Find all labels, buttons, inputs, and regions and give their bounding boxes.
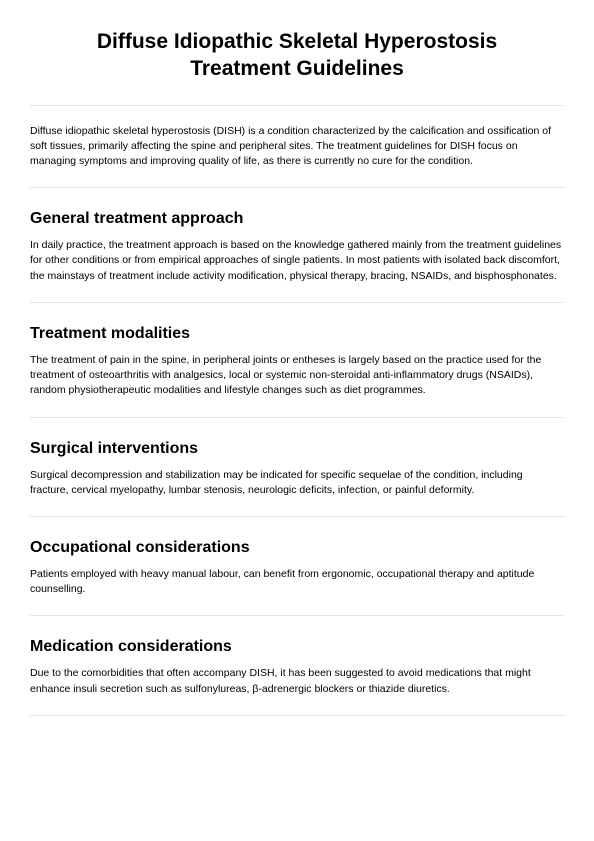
section-heading: Surgical interventions xyxy=(30,440,564,458)
section-surgical-interventions: Surgical interventions Surgical decompre… xyxy=(30,440,564,498)
section-heading: Occupational considerations xyxy=(30,539,564,557)
section-heading: Treatment modalities xyxy=(30,325,564,343)
section-treatment-modalities: Treatment modalities The treatment of pa… xyxy=(30,325,564,399)
section-body: In daily practice, the treatment approac… xyxy=(30,238,564,284)
divider xyxy=(30,187,564,188)
divider xyxy=(30,715,564,716)
divider xyxy=(30,302,564,303)
section-body: The treatment of pain in the spine, in p… xyxy=(30,353,564,399)
section-occupational-considerations: Occupational considerations Patients emp… xyxy=(30,539,564,597)
section-medication-considerations: Medication considerations Due to the com… xyxy=(30,638,564,696)
page-title: Diffuse Idiopathic Skeletal Hyperostosis… xyxy=(30,28,564,83)
section-general-treatment: General treatment approach In daily prac… xyxy=(30,210,564,284)
divider xyxy=(30,417,564,418)
title-line-2: Treatment Guidelines xyxy=(190,57,404,80)
title-line-1: Diffuse Idiopathic Skeletal Hyperostosis xyxy=(97,30,497,53)
intro-paragraph: Diffuse idiopathic skeletal hyperostosis… xyxy=(30,124,564,170)
section-body: Patients employed with heavy manual labo… xyxy=(30,567,564,597)
divider xyxy=(30,516,564,517)
divider xyxy=(30,615,564,616)
section-heading: General treatment approach xyxy=(30,210,564,228)
section-body: Due to the comorbidities that often acco… xyxy=(30,666,564,696)
divider xyxy=(30,105,564,106)
section-body: Surgical decompression and stabilization… xyxy=(30,468,564,498)
section-heading: Medication considerations xyxy=(30,638,564,656)
